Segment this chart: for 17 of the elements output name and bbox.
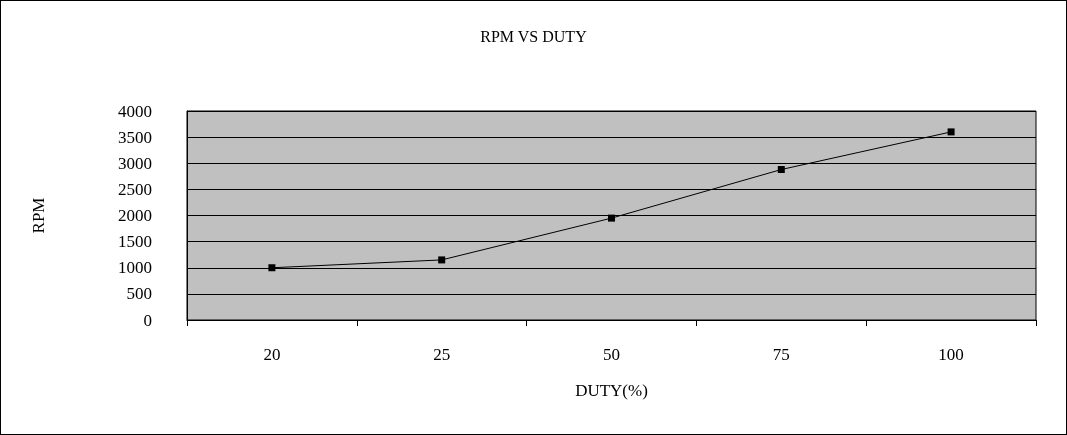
y-tick-label: 0 [143,310,152,330]
y-tick-label: 3000 [118,153,152,173]
x-tick-label: 25 [433,345,451,364]
x-tick-label: 75 [772,345,790,364]
y-tick-label: 4000 [118,101,152,121]
y-tick-label: 500 [126,284,152,304]
chart-title: RPM VS DUTY [480,27,588,45]
x-tick-label: 20 [263,345,281,364]
y-tick-label: 3500 [118,127,152,147]
y-tick-label: 1500 [118,232,152,252]
x-tick-label: 100 [938,345,964,364]
y-axis-title: RPM [29,197,48,234]
y-tick-label: 2500 [118,179,152,199]
y-tick-label: 2000 [118,206,152,225]
x-axis-title: DUTY(%) [575,381,648,400]
x-tick-label: 50 [603,345,620,364]
y-tick-label: 1000 [118,258,152,278]
